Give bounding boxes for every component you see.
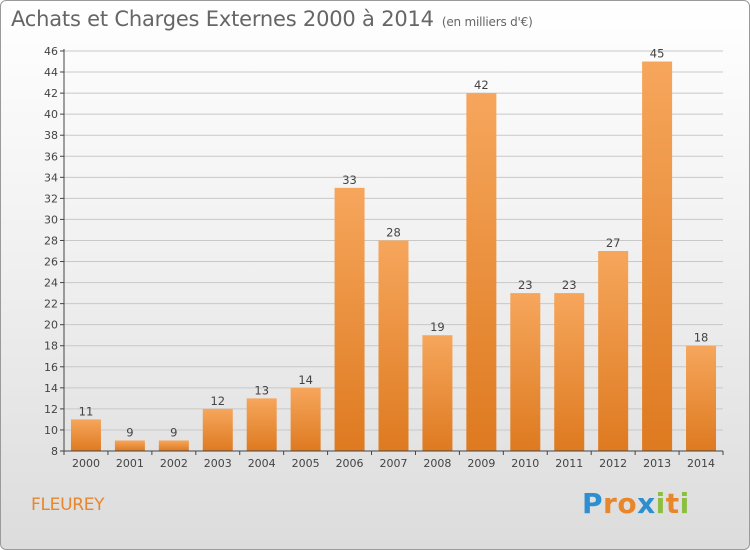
bars: 11 9 9 12 13 14 33 28 19 42 23 23 27 45 18: [70, 47, 717, 452]
bar: [290, 387, 321, 451]
bar: [202, 408, 233, 451]
bar: [422, 335, 453, 451]
data-label: 33: [342, 173, 357, 187]
bar: [598, 251, 629, 451]
y-tick-label: 28: [44, 234, 58, 247]
y-tick-label: 20: [44, 319, 58, 332]
title-unit: (en milliers d'€): [441, 15, 533, 29]
y-tick-label: 32: [44, 192, 58, 205]
data-label: 18: [694, 331, 709, 345]
x-tick-label: 2002: [160, 457, 188, 470]
data-label: 23: [518, 278, 533, 292]
data-label: 12: [210, 394, 225, 408]
x-tick-label: 2012: [599, 457, 627, 470]
y-tick-label: 34: [44, 171, 58, 184]
y-tick-label: 14: [44, 382, 58, 395]
brand-letter: x: [637, 487, 656, 520]
y-tick-label: 30: [44, 213, 58, 226]
brand-letter: o: [617, 487, 638, 520]
title-text: Achats et Charges Externes 2000 à 2014: [11, 7, 434, 31]
bar: [466, 93, 497, 452]
x-tick-label: 2000: [72, 457, 100, 470]
bar: [246, 398, 277, 451]
data-label: 9: [170, 425, 177, 439]
y-tick-label: 26: [44, 256, 58, 269]
town-name: FLEUREY: [31, 495, 105, 515]
bar: [114, 440, 145, 451]
data-label: 19: [430, 320, 445, 334]
data-label: 9: [126, 425, 133, 439]
x-tick-label: 2009: [467, 457, 495, 470]
y-tick-label: 36: [44, 150, 58, 163]
y-tick-label: 16: [44, 361, 58, 374]
bar: [158, 440, 189, 451]
chart-title: Achats et Charges Externes 2000 à 2014 (e…: [11, 7, 533, 31]
bar: [510, 293, 541, 451]
x-tick-label: 2003: [204, 457, 232, 470]
data-label: 27: [606, 236, 621, 250]
y-tick-label: 42: [44, 87, 58, 100]
data-label: 42: [474, 78, 489, 92]
y-tick-label: 10: [44, 424, 58, 437]
x-tick-label: 2010: [511, 457, 539, 470]
data-label: 23: [562, 278, 577, 292]
y-tick-label: 46: [44, 45, 58, 58]
brand-logo: Proxiti: [582, 487, 690, 520]
x-tick-label: 2008: [423, 457, 451, 470]
data-label: 45: [650, 47, 665, 61]
x-tick-label: 2005: [292, 457, 320, 470]
brand-letter: i: [655, 487, 666, 520]
x-tick-label: 2013: [643, 457, 671, 470]
data-label: 11: [79, 404, 94, 418]
x-tick-label: 2007: [380, 457, 408, 470]
y-tick-label: 8: [51, 445, 58, 458]
brand-letter: P: [582, 487, 604, 520]
axes: 8 10 12 14 16 18 20 22 24 26 28 30 32 34 36 38 40 42 44 46 2…: [44, 45, 724, 470]
x-tick-label: 2014: [687, 457, 715, 470]
brand-letter: r: [603, 487, 618, 520]
x-tick-label: 2004: [248, 457, 276, 470]
bar: [70, 419, 101, 451]
y-tick-label: 22: [44, 298, 58, 311]
data-label: 13: [254, 383, 269, 397]
brand-letter: i: [679, 487, 690, 520]
bar: [378, 240, 409, 451]
y-tick-label: 18: [44, 340, 58, 353]
y-tick-label: 44: [44, 66, 58, 79]
bar: [554, 293, 585, 451]
y-tick-label: 12: [44, 403, 58, 416]
bar: [686, 345, 717, 451]
data-label: 28: [386, 225, 401, 239]
y-tick-label: 40: [44, 108, 58, 121]
y-tick-label: 38: [44, 129, 58, 142]
bar: [334, 187, 365, 451]
x-tick-label: 2006: [336, 457, 364, 470]
x-tick-label: 2011: [555, 457, 583, 470]
data-label: 14: [298, 373, 313, 387]
x-tick-label: 2001: [116, 457, 144, 470]
bar: [642, 61, 673, 452]
y-tick-label: 24: [44, 277, 58, 290]
brand-letter: t: [665, 487, 680, 520]
